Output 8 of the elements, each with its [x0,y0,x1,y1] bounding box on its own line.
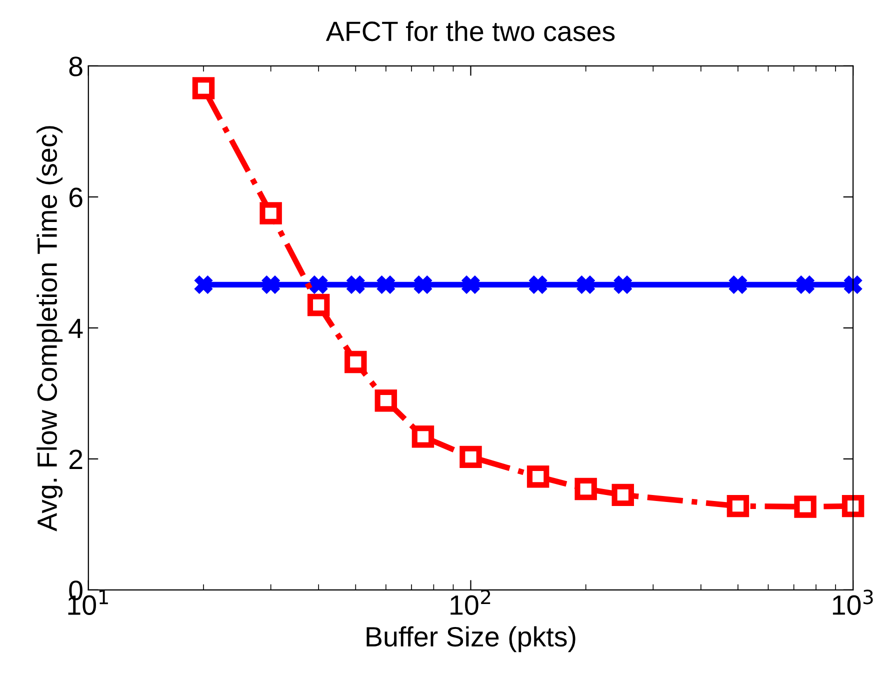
y-tick-label: 8 [69,56,82,76]
y-tick-label: 2 [69,450,82,469]
chart-title: AFCT for the two cases [326,20,615,42]
y-axis-title: Avg. Flow Completion Time (sec) [36,126,63,532]
y-tick-label: 4 [68,318,83,338]
x-axis-title: Buffer Size (pkts) [366,626,576,652]
y-tick-label: 6 [70,188,82,208]
x-tick-label: 10$^{3}$ [832,590,873,615]
